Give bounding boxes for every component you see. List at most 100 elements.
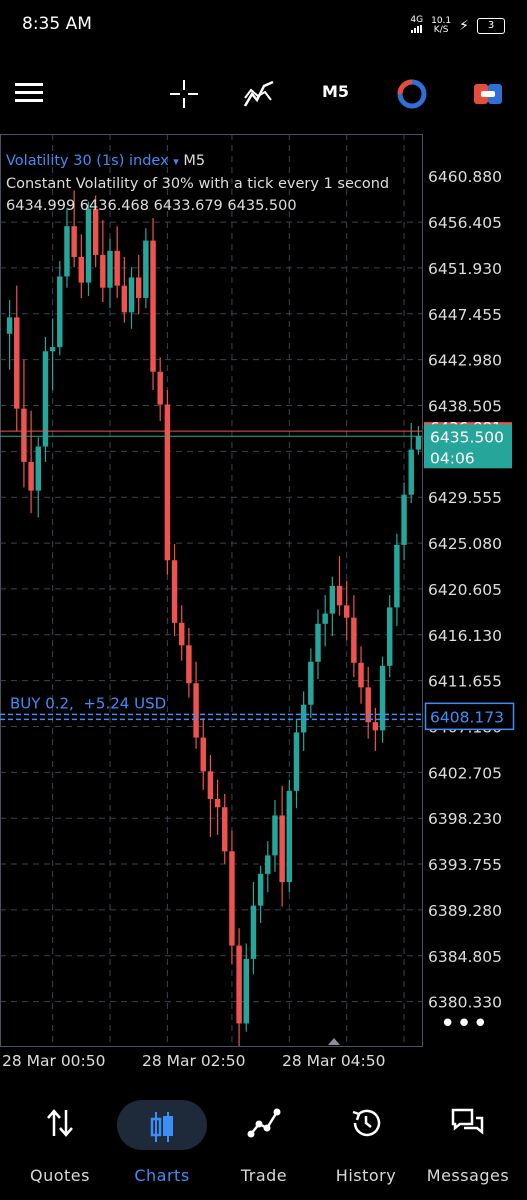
candle-body (250, 905, 257, 959)
candle-body (222, 807, 228, 852)
more-options-icon[interactable]: ••• (439, 1009, 489, 1039)
candle-body (85, 208, 92, 283)
menu-button[interactable] (14, 80, 44, 104)
candle-body (272, 815, 278, 856)
candle-body (193, 683, 199, 738)
nav-charts-label: Charts (134, 1166, 190, 1185)
candle-body (57, 276, 63, 348)
candle-body (379, 665, 386, 731)
y-tick-label: 6384.805 (428, 948, 502, 966)
candle-body (14, 317, 20, 409)
candle-body (343, 605, 350, 618)
candle-body (408, 449, 414, 495)
bid-price-label: 6435.500 (430, 428, 504, 446)
candle-body (401, 494, 407, 545)
candle-body (207, 771, 214, 800)
candle-body (49, 347, 56, 352)
trade-icon (247, 1108, 281, 1138)
indicators-button[interactable] (242, 78, 276, 110)
candle-body (394, 544, 400, 608)
candle-body (135, 277, 142, 298)
candle-body (28, 461, 34, 491)
candle-body (100, 254, 106, 288)
nav-charts[interactable]: Charts (112, 1100, 212, 1190)
candle-body (21, 408, 27, 462)
x-tick-label: 28 Mar 04:50 (282, 1052, 386, 1070)
bid-price-tag (424, 424, 512, 469)
candle-body (128, 277, 135, 313)
timeframe-button[interactable]: M5 (322, 82, 349, 101)
candle-body (178, 622, 185, 646)
candle-body (143, 240, 149, 298)
candle-body (214, 799, 221, 808)
candle-body (186, 645, 192, 684)
candle-body (372, 722, 379, 731)
candle-body (71, 226, 77, 257)
candle-body (236, 945, 242, 1024)
candle-body (322, 613, 328, 624)
position-label: BUY 0.2, +5.24 USD (10, 694, 166, 712)
status-icons: 4G 10.1 K/S ⚡ 3 (410, 16, 505, 36)
nav-history[interactable]: History (316, 1100, 416, 1190)
nav-quotes[interactable]: Quotes (10, 1100, 110, 1190)
candle-body (351, 617, 357, 663)
hamburger-icon (15, 83, 43, 102)
y-tick-label: 6420.605 (428, 581, 502, 599)
candle-body (42, 351, 49, 447)
chart-type-button[interactable] (396, 78, 428, 110)
messages-icon (451, 1108, 484, 1135)
candle-body (329, 585, 336, 614)
symbol-dropdown-icon[interactable]: ▾ (173, 155, 179, 168)
symbol-name[interactable]: Volatility 30 (1s) index (6, 153, 169, 169)
battery-icon: 3 (477, 18, 505, 34)
nav-trade[interactable]: Trade (214, 1100, 314, 1190)
candle-body (243, 958, 250, 1024)
history-icon (352, 1109, 381, 1137)
nav-history-label: History (335, 1166, 397, 1185)
nav-messages[interactable]: Messages (418, 1100, 518, 1190)
y-tick-label: 6411.655 (428, 673, 502, 691)
charging-icon: ⚡ (459, 18, 469, 34)
one-click-trade-icon (474, 84, 502, 104)
nav-quotes-label: Quotes (30, 1166, 90, 1185)
crosshair-icon (170, 80, 198, 108)
candle-body (64, 226, 70, 277)
y-tick-label: 6451.930 (428, 260, 502, 278)
network-indicator: 4G (410, 16, 423, 36)
chart-timeframe: M5 (183, 153, 206, 169)
x-tick-label: 28 Mar 00:50 (2, 1052, 106, 1070)
candle-body (286, 790, 293, 883)
crosshair-button[interactable] (168, 78, 200, 110)
speed-value: 10.1 (431, 16, 452, 26)
indicators-icon (243, 80, 274, 107)
position-price-tag (424, 702, 515, 731)
candle-body (279, 815, 285, 883)
candle-body (336, 585, 343, 606)
candle-body (114, 250, 120, 286)
y-tick-label: 6380.330 (428, 994, 502, 1012)
candle-body (229, 851, 235, 946)
chart-toolbar: M5 (0, 62, 527, 126)
network-type: 4G (410, 15, 424, 25)
y-tick-label: 6416.130 (428, 627, 502, 645)
candle-body (6, 317, 13, 334)
y-tick-label: 6402.705 (428, 764, 502, 782)
y-tick-label: 6425.080 (428, 535, 502, 553)
nav-trade-label: Trade (240, 1166, 288, 1185)
y-tick-label: 6389.280 (428, 902, 502, 920)
candle-body (358, 662, 364, 688)
quotes-icon (47, 1109, 73, 1137)
chart-shift-marker (328, 1038, 340, 1045)
bottom-navigation: Quotes Charts Trade History Mes (0, 1090, 527, 1200)
nav-charts-highlight (117, 1100, 207, 1150)
y-tick-label: 6442.980 (428, 352, 502, 370)
price-chart[interactable]: 6460.880 6456.405 6451.930 6447.455 6442.980… (0, 134, 527, 1074)
status-bar: 8:35 AM 4G 10.1 K/S ⚡ 3 (0, 0, 527, 52)
candle-body (293, 732, 300, 791)
candle-body (257, 873, 264, 906)
y-tick-label: 6460.880 (428, 168, 502, 186)
one-click-trading-button[interactable] (472, 78, 504, 110)
chart-type-icon (397, 79, 427, 109)
status-time: 8:35 AM (22, 14, 92, 34)
ohlc-values: 6434.999 6436.468 6433.679 6435.500 (6, 198, 297, 214)
